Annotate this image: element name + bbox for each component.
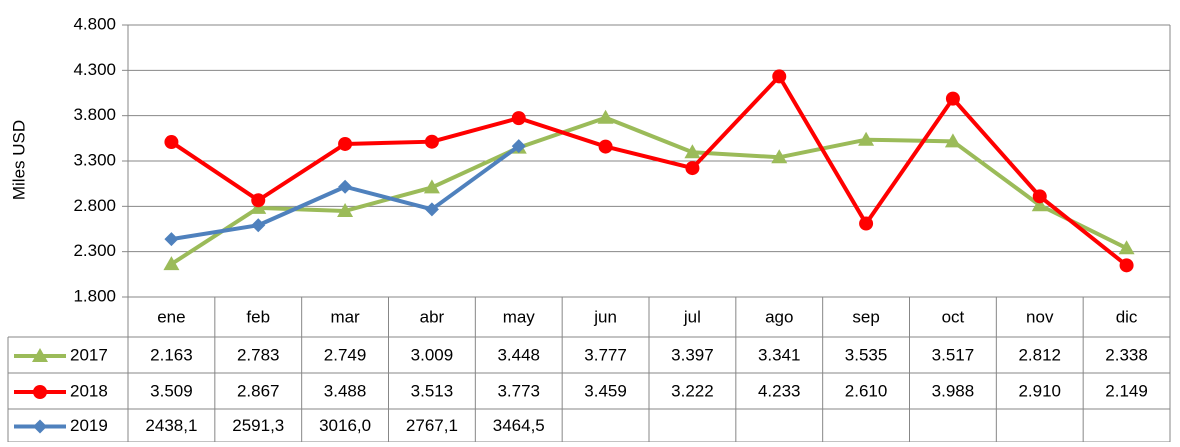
table-value: 2438,1 (145, 416, 197, 435)
y-tick-label: 2.800 (73, 196, 116, 215)
x-tick-label: jul (683, 307, 701, 326)
table-value: 3.459 (584, 381, 627, 400)
point (1118, 240, 1135, 255)
table-value: 4.233 (758, 381, 801, 400)
y-tick-label: 3.300 (73, 150, 116, 169)
point (164, 232, 179, 247)
y-tick-label: 2.300 (73, 241, 116, 260)
point (858, 131, 875, 146)
point (1119, 258, 1134, 273)
x-tick-label: jun (593, 307, 617, 326)
series-line (170, 74, 1128, 267)
table-value: 3464,5 (493, 416, 545, 435)
point (1032, 189, 1047, 204)
y-tick-label: 3.800 (73, 105, 116, 124)
y-tick-label: 4.300 (73, 60, 116, 79)
point (859, 216, 874, 231)
point (1031, 197, 1048, 212)
point (33, 385, 47, 399)
legend-label: 2017 (70, 345, 108, 364)
x-tick-label: ago (765, 307, 793, 326)
x-tick-label: sep (852, 307, 879, 326)
point (164, 135, 179, 150)
point (772, 69, 787, 84)
table-value: 3.341 (758, 345, 801, 364)
point (598, 139, 613, 154)
point (251, 193, 266, 208)
y-axis-label: Miles USD (9, 120, 28, 200)
table-value: 2.610 (845, 381, 888, 400)
x-tick-label: may (503, 307, 536, 326)
table-value: 3.773 (497, 381, 540, 400)
point (511, 111, 526, 126)
table-value: 2767,1 (406, 416, 458, 435)
series-line (170, 115, 1128, 266)
table-value: 2.910 (1018, 381, 1061, 400)
table-value: 3.488 (324, 381, 367, 400)
x-tick-label: abr (420, 307, 445, 326)
point (251, 218, 266, 233)
x-tick-label: oct (942, 307, 965, 326)
legend-label: 2019 (70, 416, 108, 435)
x-tick-label: feb (246, 307, 270, 326)
point (337, 202, 354, 217)
table-value: 2.749 (324, 345, 367, 364)
table-value: 2.812 (1018, 345, 1061, 364)
x-tick-label: nov (1026, 307, 1054, 326)
point (511, 139, 526, 154)
point (685, 161, 700, 176)
x-tick-label: dic (1116, 307, 1138, 326)
table-value: 3.988 (932, 381, 975, 400)
table-value: 3.397 (671, 345, 714, 364)
table-value: 2.338 (1105, 345, 1148, 364)
point (597, 109, 614, 124)
table-value: 2.163 (150, 345, 193, 364)
table-value: 3.509 (150, 381, 193, 400)
table-value: 2.867 (237, 381, 280, 400)
point (945, 91, 960, 106)
table-value: 2591,3 (232, 416, 284, 435)
table-value: 2.783 (237, 345, 280, 364)
table-value: 3.448 (497, 345, 540, 364)
point (338, 136, 353, 151)
table-value: 3.777 (584, 345, 627, 364)
point (163, 256, 180, 271)
table-value: 3.535 (845, 345, 888, 364)
y-tick-label: 4.800 (73, 14, 116, 33)
table-value: 3.009 (411, 345, 454, 364)
point (684, 144, 701, 159)
point (944, 133, 961, 148)
point (423, 179, 440, 194)
point (424, 202, 439, 217)
table-value: 3.517 (932, 345, 975, 364)
y-tick-label: 1.800 (73, 286, 116, 305)
table-value: 2.149 (1105, 381, 1148, 400)
point (424, 134, 439, 149)
table-value: 3.513 (411, 381, 454, 400)
legend-label: 2018 (70, 381, 108, 400)
table-value: 3.222 (671, 381, 714, 400)
x-tick-label: mar (330, 307, 360, 326)
point (33, 419, 47, 434)
x-tick-label: ene (157, 307, 185, 326)
point (771, 149, 788, 164)
table-value: 3016,0 (319, 416, 371, 435)
point (338, 179, 353, 194)
point (32, 348, 48, 362)
